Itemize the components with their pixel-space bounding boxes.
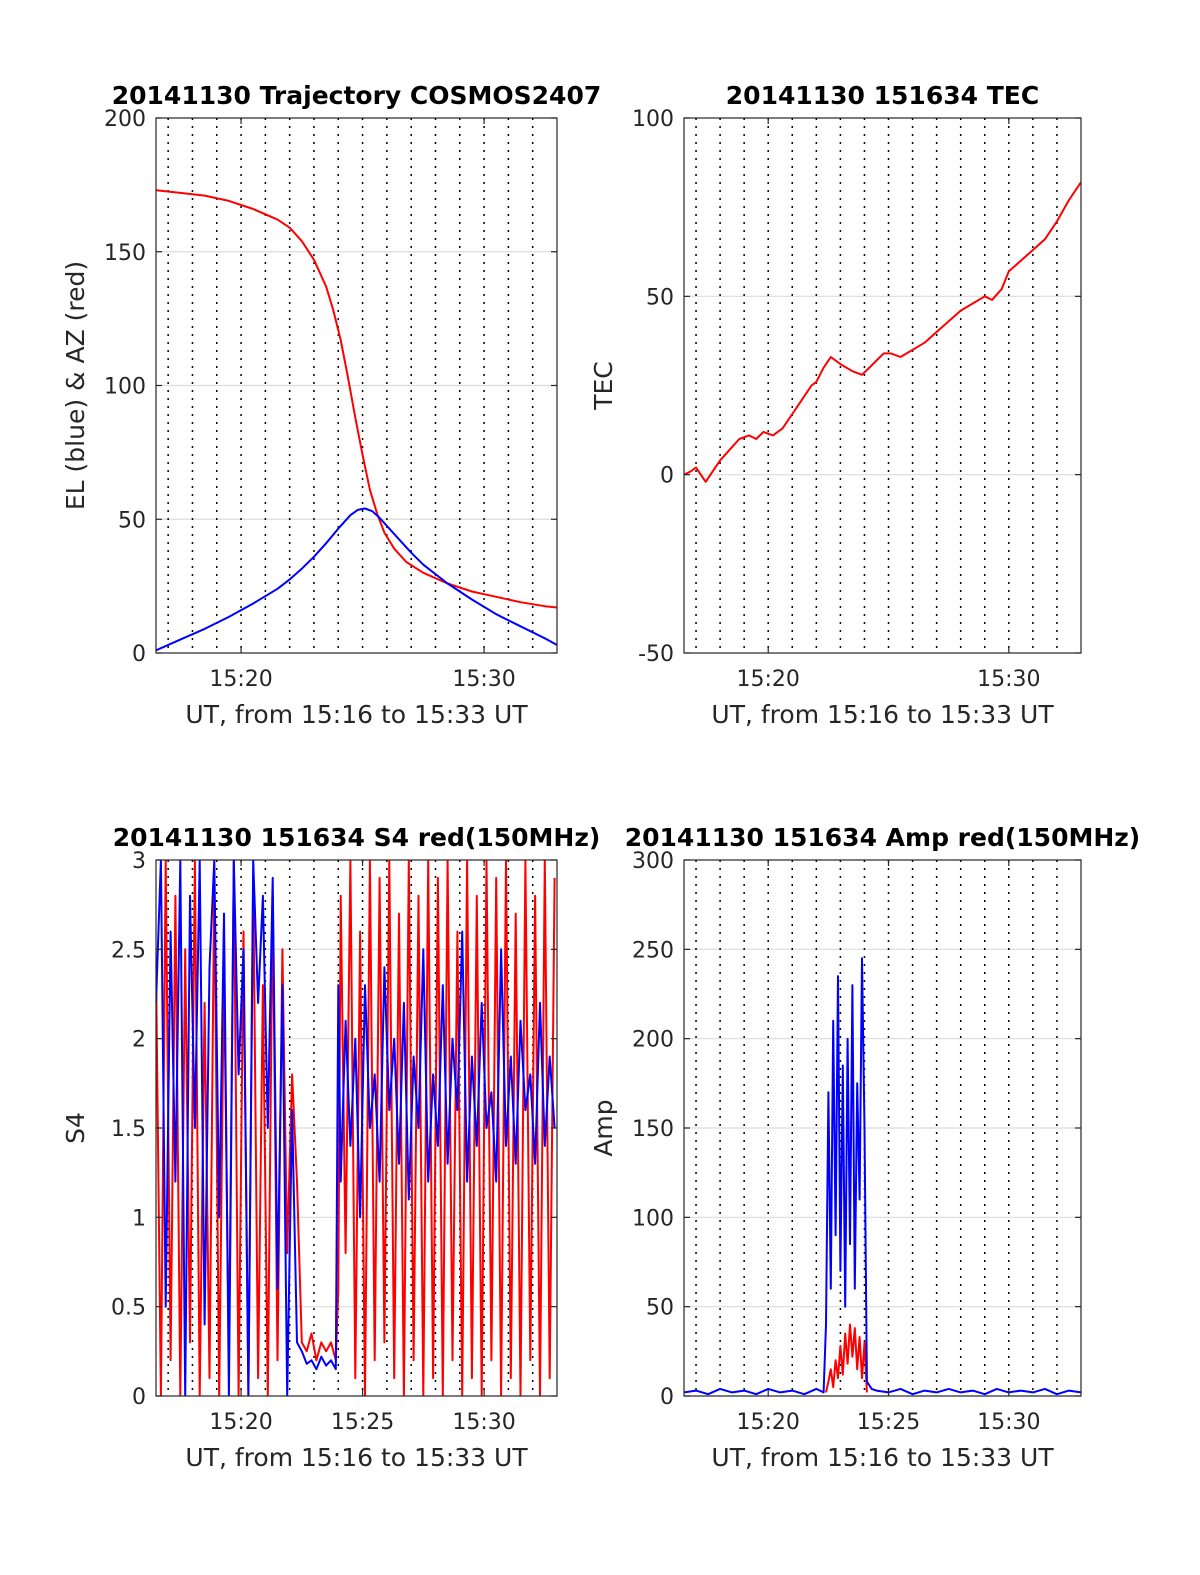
series-line-2 [684,957,1081,1396]
y-tick-label: 1.5 [111,1117,146,1142]
y-tick-label: 300 [632,849,674,874]
chart-title: 20141130 151634 S4 red(150MHz) [113,823,601,852]
y-axis-label: S4 [61,1112,90,1144]
y-tick-label: 100 [632,107,674,132]
y-tick-label: 200 [104,107,146,132]
y-tick-label: 3 [132,849,146,874]
series-group [684,181,1081,483]
y-tick-label: 0 [132,1385,146,1410]
y-tick-label: 150 [104,241,146,266]
x-tick-label: 15:30 [452,1410,515,1435]
y-tick-label: 0 [660,1385,674,1410]
x-axis-label: UT, from 15:16 to 15:33 UT [185,1443,528,1472]
y-axis-label: EL (blue) & AZ (red) [61,261,90,510]
x-tick-label: 15:20 [737,1410,800,1435]
y-axis-label: TEC [589,361,618,411]
series-line-1 [684,181,1081,483]
x-tick-label: 15:20 [209,1410,272,1435]
y-tick-label: 0 [132,642,146,667]
x-tick-label: 15:30 [977,1410,1040,1435]
x-tick-label: 15:20 [737,667,800,692]
y-tick-label: 2 [132,1028,146,1053]
series-line-2 [156,860,556,1396]
x-axis-label: UT, from 15:16 to 15:33 UT [185,700,528,729]
x-tick-label: 15:30 [977,667,1040,692]
y-tick-label: 200 [632,1028,674,1053]
series-line-1 [156,860,556,1396]
series-line-1 [156,189,557,609]
y-axis-label: Amp [589,1099,618,1156]
series-group [684,957,1081,1396]
chart-title: 20141130 151634 Amp red(150MHz) [625,823,1141,852]
y-tick-label: 0 [660,464,674,489]
chart-title: 20141130 Trajectory COSMOS2407 [112,81,602,110]
plot-frame [683,117,1082,654]
chart-trajectory: 0 50 100 150 200 15:20 15:30 20141130 Trajector… [61,81,601,729]
chart-amp: 0 50 100 150 200 250 300 15:20 15:25 15:30 2014113… [589,823,1140,1472]
x-axis-label: UT, from 15:16 to 15:33 UT [711,700,1054,729]
x-tick-label: 15:20 [209,667,272,692]
y-tick-label: 2.5 [111,938,146,963]
series-line-2 [156,507,557,652]
x-tick-label: 15:25 [331,1410,394,1435]
x-tick-label: 15:30 [452,667,515,692]
y-tick-label: 150 [632,1117,674,1142]
series-group [156,189,557,652]
x-tick-label: 15:25 [857,1410,920,1435]
y-tick-label: 50 [118,508,146,533]
chart-title: 20141130 151634 TEC [726,81,1039,110]
chart-s4: 0 0.5 1 1.5 2 2.5 3 15:20 15:25 15:30 20141130 151… [61,823,600,1472]
y-tick-label: 1 [132,1206,146,1231]
y-tick-label: 0.5 [111,1296,146,1321]
y-tick-label: -50 [638,642,674,667]
y-tick-label: 50 [646,285,674,310]
series-line-1 [825,1323,868,1393]
y-tick-label: 100 [632,1206,674,1231]
chart-tec: -50 0 50 100 15:20 15:30 20141130 151634 TEC UT… [589,81,1082,729]
x-axis-label: UT, from 15:16 to 15:33 UT [711,1443,1054,1472]
series-group [156,860,556,1396]
y-tick-label: 50 [646,1296,674,1321]
y-tick-label: 100 [104,375,146,400]
y-tick-label: 250 [632,938,674,963]
